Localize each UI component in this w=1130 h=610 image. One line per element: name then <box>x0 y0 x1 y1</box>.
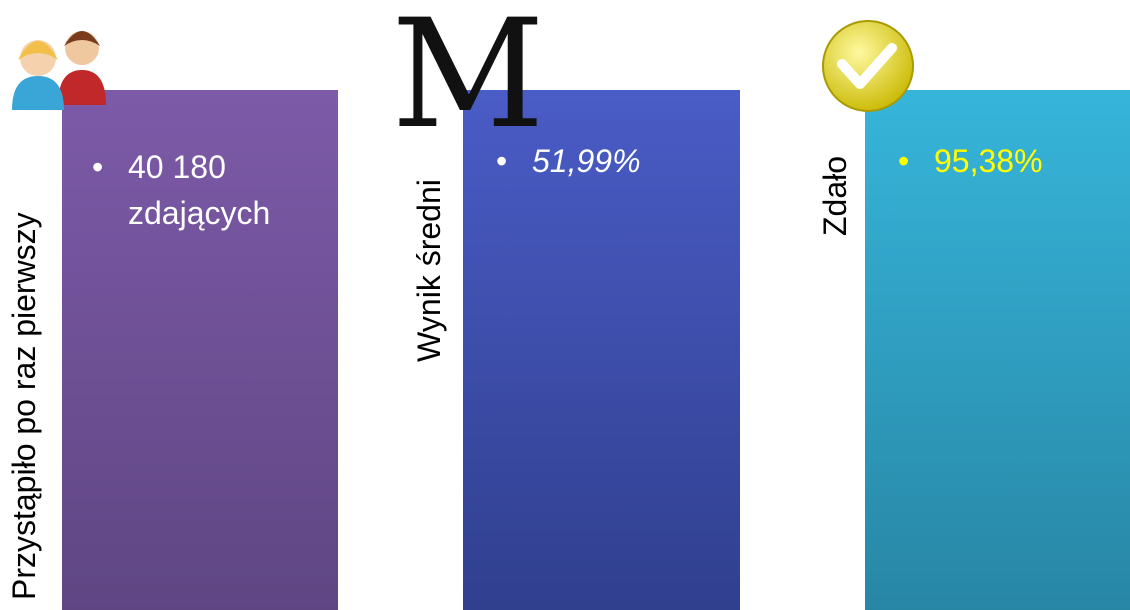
check-icon <box>822 20 914 112</box>
panel <box>62 90 338 610</box>
panel-label: Przystąpiło po raz pierwszy <box>6 212 42 600</box>
panel-label: Zdało <box>817 156 853 236</box>
people-icon <box>12 31 106 110</box>
value-text: 40 180 <box>128 149 226 185</box>
value-text: zdających <box>128 195 270 231</box>
panel-label: Wynik średni <box>411 179 447 362</box>
bullet: • <box>898 143 909 179</box>
icon-letter: M <box>391 0 545 162</box>
value-text: 51,99% <box>532 143 641 179</box>
panel <box>463 90 740 610</box>
panel <box>865 90 1130 610</box>
bullet: • <box>92 149 103 185</box>
bullet: • <box>496 143 507 179</box>
value-text: 95,38% <box>934 143 1043 179</box>
